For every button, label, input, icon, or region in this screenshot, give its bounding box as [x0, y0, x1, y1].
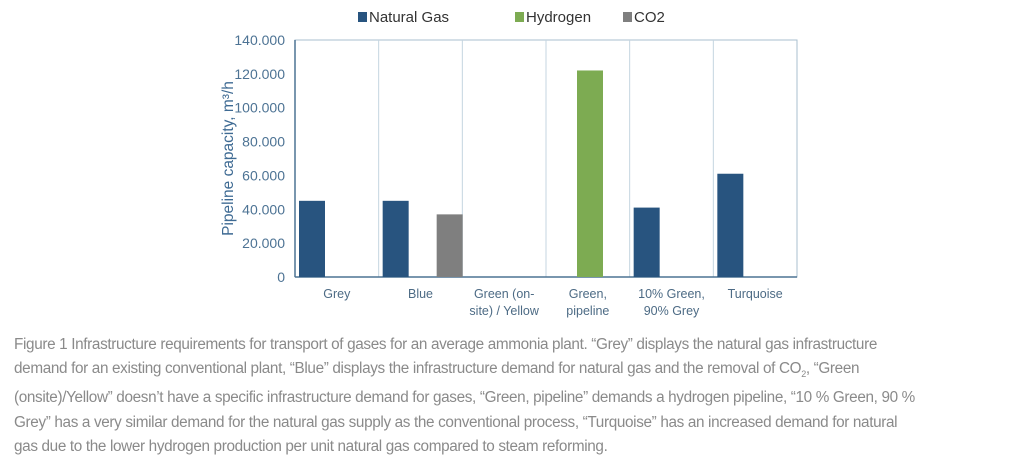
bar-hydrogen — [577, 70, 603, 277]
y-tick-label: 60.000 — [242, 167, 285, 183]
figure-caption: Figure 1 Infrastructure requirements for… — [14, 333, 1014, 459]
caption-line: Figure 1 Infrastructure requirements for… — [14, 336, 877, 353]
y-tick-label: 0 — [277, 269, 285, 285]
caption-line: Grey” has a very similar demand for the … — [14, 413, 898, 431]
legend-label: Natural Gas — [369, 9, 449, 26]
x-tick-label: Green, — [569, 287, 607, 301]
caption-line: demand for an existing conventional plan… — [14, 357, 1014, 386]
y-tick-label: 120.000 — [234, 66, 285, 82]
bar-co2 — [436, 214, 463, 277]
legend-label: Hydrogen — [526, 9, 591, 26]
x-tick-label: Turquoise — [728, 287, 783, 301]
x-tick-label: Blue — [408, 287, 433, 301]
bar-chart: 0 20.000 40.000 60.000 80.000 100.000 120.000 1… — [220, 9, 798, 318]
caption-line: (onsite)/Yellow” doesn’t have a specific… — [14, 389, 915, 407]
caption-subscript: 2 — [801, 369, 806, 380]
y-tick-label: 100.000 — [234, 100, 285, 116]
x-tick-label: 10% Green, — [638, 287, 705, 301]
y-tick-label: 140.000 — [234, 32, 285, 48]
caption-line: gas due to the lower hydrogen production… — [14, 437, 608, 455]
x-tick-label: Green (on- — [474, 287, 534, 301]
y-tick-label: 40.000 — [242, 201, 285, 217]
bar-natural-gas — [633, 207, 660, 277]
legend-swatch — [515, 12, 524, 22]
y-tick-label: 20.000 — [242, 235, 285, 251]
legend-label: CO2 — [634, 9, 665, 26]
legend-swatch — [623, 12, 632, 22]
bar-natural-gas — [382, 200, 409, 277]
x-tick-label: Grey — [323, 287, 351, 301]
caption-text: , “Green — [805, 360, 860, 378]
caption-text: demand for an existing conventional plan… — [14, 360, 802, 378]
y-axis-label: Pipeline capacity, m³/h — [220, 81, 237, 236]
bar-natural-gas — [717, 173, 744, 277]
x-tick-label: pipeline — [566, 304, 609, 318]
legend-swatch — [358, 12, 367, 22]
bar-natural-gas — [299, 200, 325, 277]
x-tick-label: site) / Yellow — [469, 304, 539, 318]
x-tick-label: 90% Grey — [644, 304, 700, 318]
y-tick-label: 80.000 — [242, 134, 285, 150]
